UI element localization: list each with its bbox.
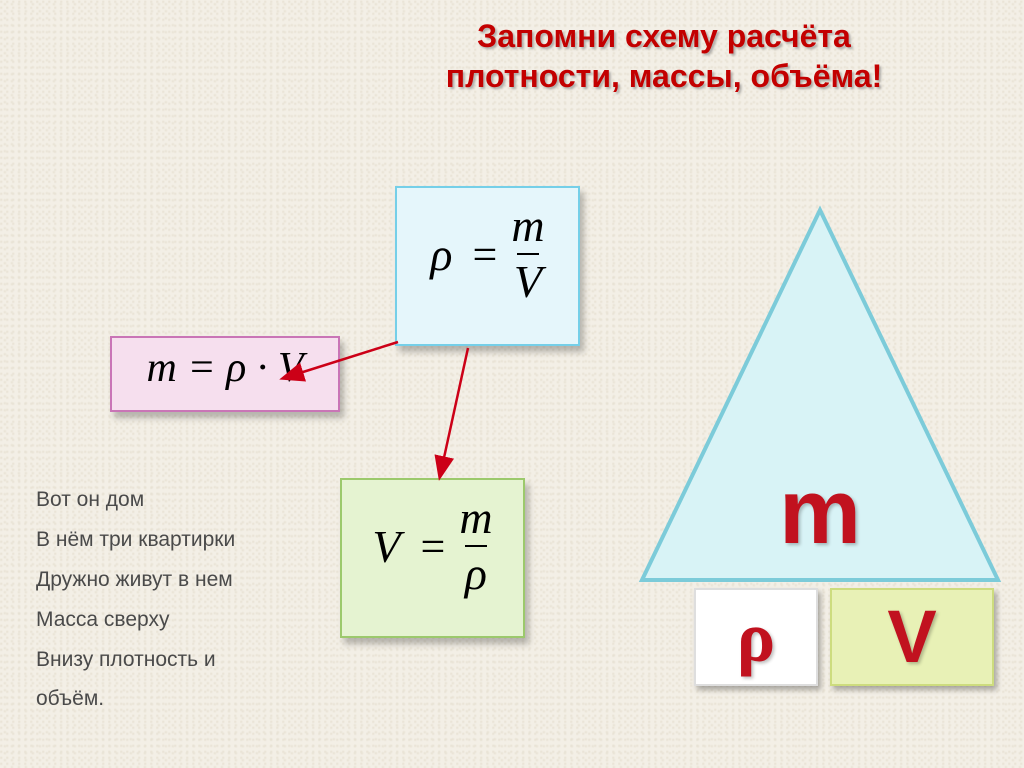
poem-line: Масса сверху (36, 600, 316, 640)
fraction-bar (465, 545, 486, 547)
fraction: m ρ (459, 494, 492, 599)
slide-title: Запомни схему расчёта плотности, массы, … (344, 16, 984, 96)
poem-line: Вот он дом (36, 480, 316, 520)
mass-formula-text: m = ρ · V (147, 345, 304, 391)
poem-line: объём. (36, 679, 316, 719)
fraction: m V (511, 202, 544, 307)
poem-line: Внизу плотность и (36, 640, 316, 680)
title-line-2: плотности, массы, объёма! (446, 58, 883, 94)
v-glyph: V (887, 595, 936, 678)
formula-box-density: ρ = m V (395, 186, 580, 346)
poem-line: В нём три квартирки (36, 520, 316, 560)
triangle-tile-v: V (830, 588, 994, 686)
triangle-diagram: m ρ V (630, 200, 1010, 700)
mnemonic-poem: Вот он дом В нём три квартирки Дружно жи… (36, 480, 316, 719)
v-symbol: V (372, 520, 400, 573)
numerator-m: m (459, 494, 492, 542)
equals-sign: = (421, 521, 446, 572)
denominator-v: V (511, 258, 544, 306)
rho-glyph: ρ (737, 597, 776, 677)
title-line-1: Запомни схему расчёта (477, 18, 851, 54)
slide-stage: Запомни схему расчёта плотности, массы, … (0, 0, 1024, 768)
denominator-rho: ρ (459, 550, 492, 598)
formula-box-volume: V = m ρ (340, 478, 525, 638)
formula-box-mass: m = ρ · V (110, 336, 340, 412)
rho-symbol: ρ (430, 228, 452, 281)
equals-sign: = (473, 229, 498, 280)
triangle-label-m: m (630, 460, 1010, 565)
triangle-tile-rho: ρ (694, 588, 818, 686)
fraction-bar (517, 253, 538, 255)
numerator-m: m (511, 202, 544, 250)
arrow-rho-to-v (440, 348, 468, 476)
poem-line: Дружно живут в нем (36, 560, 316, 600)
